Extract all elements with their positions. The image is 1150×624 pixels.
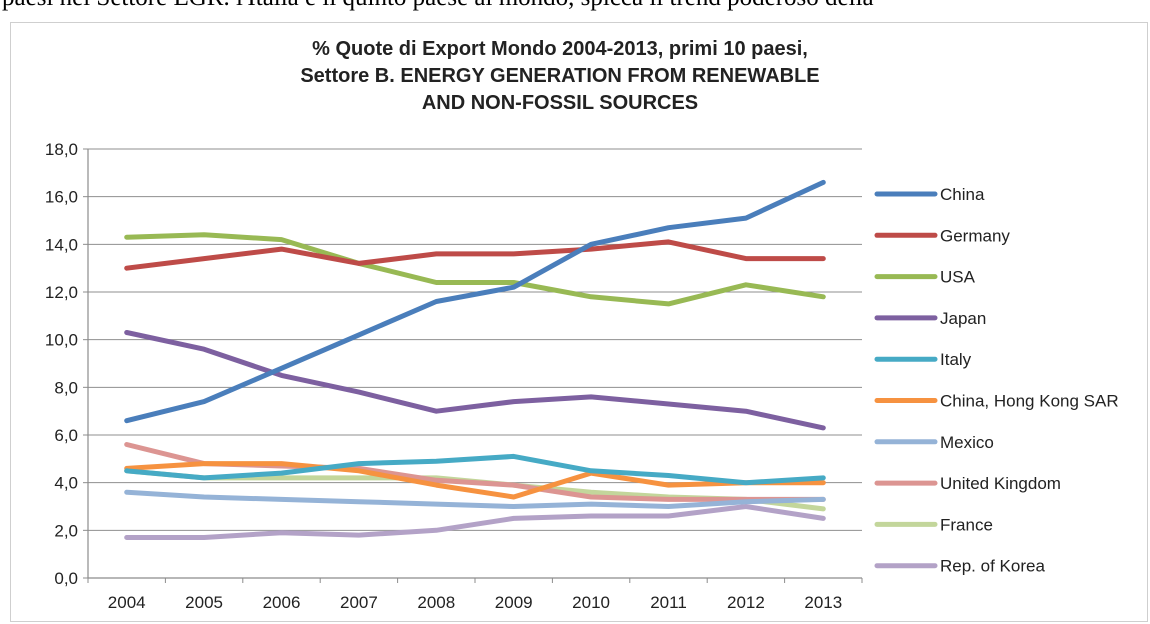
legend-label-united-kingdom: United Kingdom: [940, 474, 1061, 493]
legend-label-germany: Germany: [940, 226, 1010, 245]
document-text-fragment: paesi nel Settore EGR. l'Italia è il qui…: [0, 0, 1150, 18]
x-tick-label: 2008: [417, 593, 455, 612]
chart-title-line-3: AND NON-FOSSIL SOURCES: [421, 92, 699, 114]
series-line-italy: [124, 453, 826, 486]
x-tick-label: 2013: [804, 593, 842, 612]
y-tick-label: 2,0: [54, 521, 78, 540]
legend-label-france: France: [940, 515, 993, 534]
y-tick-label: 14,0: [45, 235, 78, 254]
x-tick-label: 2006: [263, 593, 301, 612]
x-tick-label: 2011: [650, 593, 687, 612]
x-tick-label: 2012: [727, 593, 765, 612]
x-tick-label: 2005: [185, 593, 223, 612]
x-tick-label: 2009: [495, 593, 533, 612]
series-line-china-hong-kong-sar: [124, 461, 826, 500]
series-line-rep-of-korea: [124, 504, 826, 540]
y-tick-label: 6,0: [54, 426, 78, 445]
legend-label-japan: Japan: [940, 309, 986, 328]
legend-label-mexico: Mexico: [940, 433, 994, 452]
x-tick-label: 2004: [108, 593, 146, 612]
series-line-japan: [124, 330, 826, 431]
legend-label-italy: Italy: [940, 350, 972, 369]
y-tick-label: 12,0: [45, 283, 78, 302]
series-line-mexico: [124, 489, 826, 509]
y-tick-label: 16,0: [45, 188, 78, 207]
chart-title-line-2: Settore B. ENERGY GENERATION FROM RENEWA…: [300, 65, 820, 87]
legend-label-usa: USA: [940, 268, 976, 287]
y-tick-label: 8,0: [54, 378, 78, 397]
y-tick-label: 4,0: [54, 474, 78, 493]
y-tick-label: 18,0: [45, 140, 78, 159]
series-line-usa: [124, 232, 826, 307]
y-tick-label: 10,0: [45, 331, 78, 350]
series-line-china: [124, 179, 826, 424]
legend-label-china-hong-kong-sar: China, Hong Kong SAR: [940, 392, 1119, 411]
x-tick-label: 2007: [340, 593, 378, 612]
y-tick-label: 0,0: [54, 569, 78, 588]
chart-title-line-1: % Quote di Export Mondo 2004-2013, primi…: [312, 38, 808, 60]
series-line-germany: [124, 239, 826, 271]
chart-frame: [10, 22, 1148, 622]
x-tick-label: 2010: [572, 593, 610, 612]
legend-label-china: China: [940, 185, 985, 204]
legend-label-rep-of-korea: Rep. of Korea: [940, 557, 1045, 576]
